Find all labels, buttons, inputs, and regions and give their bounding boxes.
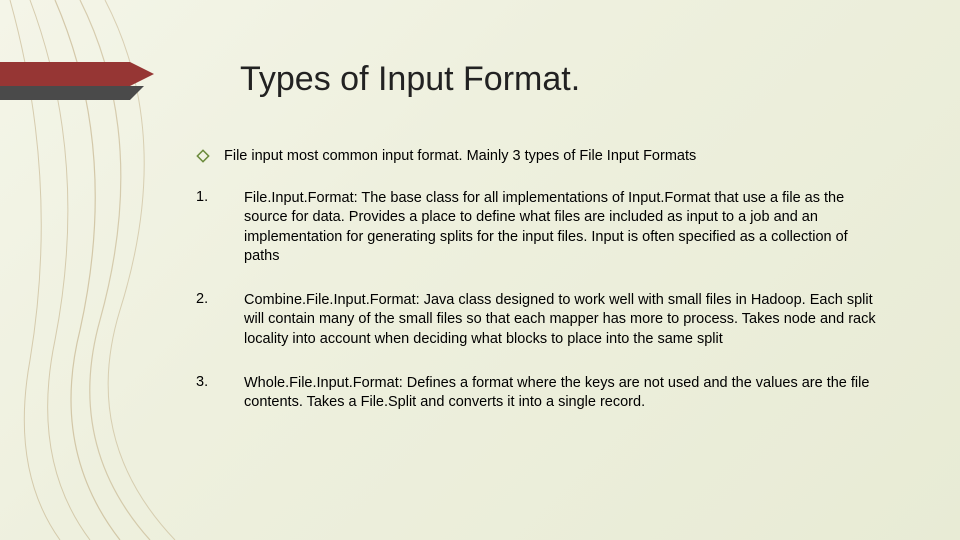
intro-text: File input most common input format. Mai…	[224, 147, 696, 167]
item-number: 2.	[196, 291, 220, 307]
item-number: 3.	[196, 374, 220, 390]
slide-title: Types of Input Format.	[240, 60, 900, 99]
slide-content: Types of Input Format. File input most c…	[0, 0, 960, 540]
item-text: Whole.File.Input.Format: Defines a forma…	[244, 374, 884, 413]
intro-row: File input most common input format. Mai…	[196, 147, 900, 167]
diamond-bullet-icon	[196, 149, 210, 163]
list-item: 1. File.Input.Format: The base class for…	[196, 189, 900, 267]
list-item: 3. Whole.File.Input.Format: Defines a fo…	[196, 374, 900, 413]
item-text: Combine.File.Input.Format: Java class de…	[244, 291, 884, 350]
item-text: File.Input.Format: The base class for al…	[244, 189, 884, 267]
item-number: 1.	[196, 189, 220, 205]
list-item: 2. Combine.File.Input.Format: Java class…	[196, 291, 900, 350]
